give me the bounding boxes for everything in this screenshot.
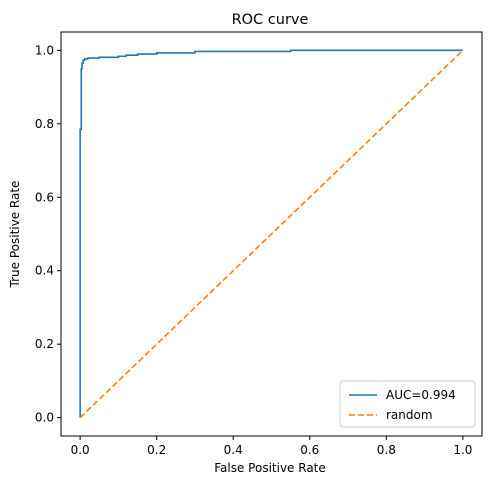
series-layer — [79, 49, 464, 419]
x-tick-label: 0.4 — [224, 443, 243, 457]
chart-title: ROC curve — [232, 12, 309, 28]
y-tick-label: 1.0 — [35, 43, 54, 57]
x-tick-label: 1.0 — [453, 443, 472, 457]
y-tick-label: 0.0 — [35, 411, 54, 425]
random-baseline-line — [79, 49, 464, 419]
x-axis-ticks: 0.0 0.2 0.4 0.6 0.8 1.0 — [71, 436, 472, 457]
x-tick-label: 0.8 — [377, 443, 396, 457]
plot-frame — [60, 31, 483, 437]
y-tick-label: 0.6 — [35, 190, 54, 204]
legend-box — [339, 380, 476, 428]
roc-curve-line — [79, 49, 463, 418]
x-tick-label: 0.2 — [147, 443, 166, 457]
legend: AUC=0.994 random — [339, 380, 476, 428]
y-axis-label: True Positive Rate — [8, 181, 22, 289]
x-tick-label: 0.6 — [300, 443, 319, 457]
x-tick-label: 0.0 — [71, 443, 90, 457]
legend-label-auc: AUC=0.994 — [386, 388, 456, 402]
y-tick-label: 0.8 — [35, 117, 54, 131]
y-tick-label: 0.2 — [35, 337, 54, 351]
legend-label-random: random — [386, 408, 433, 422]
y-tick-label: 0.4 — [35, 264, 54, 278]
x-axis-label: False Positive Rate — [214, 461, 326, 475]
y-axis-ticks: 0.0 0.2 0.4 0.6 0.8 1.0 — [35, 43, 61, 425]
